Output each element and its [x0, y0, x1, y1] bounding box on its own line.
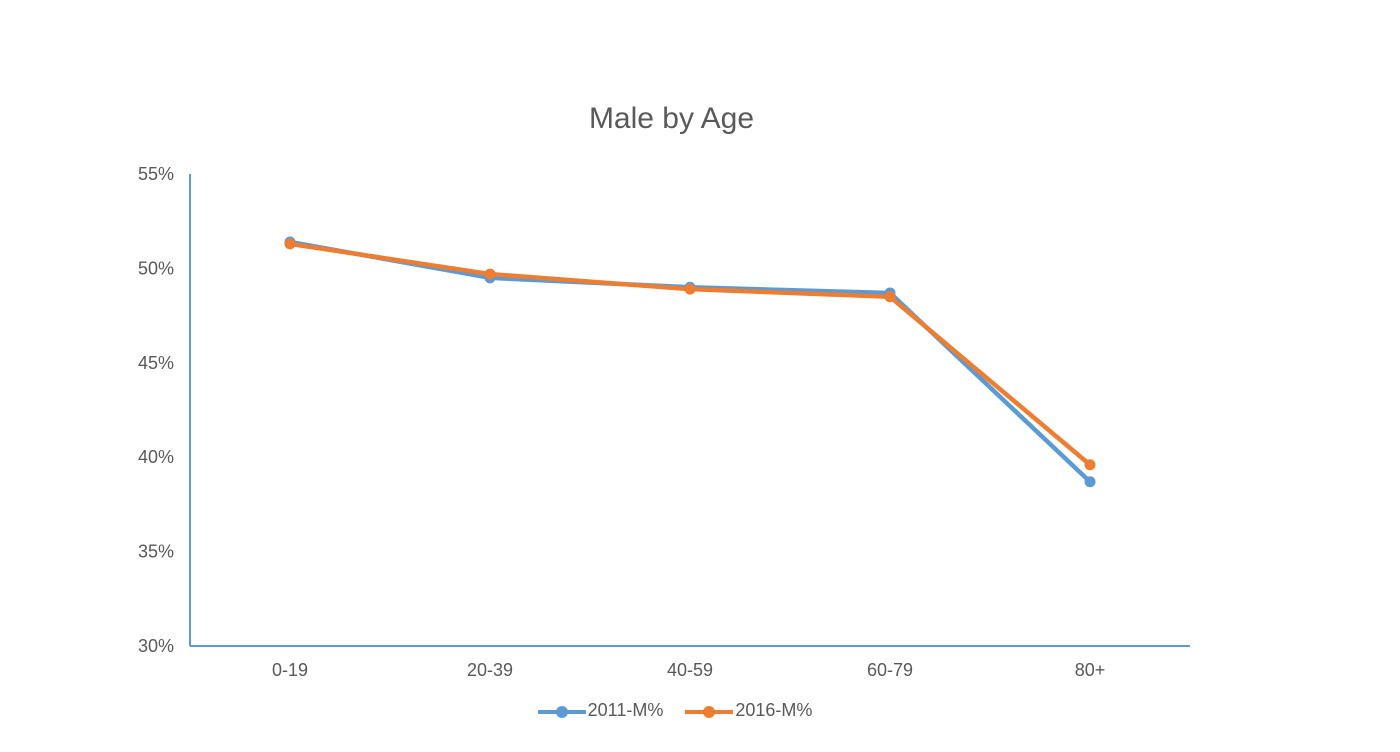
legend-item-2016: 2016-M% — [685, 700, 812, 721]
y-tick-label: 55% — [138, 164, 174, 184]
data-point — [1084, 476, 1096, 488]
x-tick-label: 20-39 — [467, 660, 513, 680]
y-tick-label: 30% — [138, 636, 174, 656]
y-tick-label: 50% — [138, 258, 174, 278]
x-tick-label: 80+ — [1075, 660, 1106, 680]
legend-label-2016: 2016-M% — [735, 700, 813, 720]
data-point — [284, 238, 296, 250]
data-point — [684, 283, 696, 295]
data-point — [884, 291, 896, 303]
data-point — [484, 268, 496, 280]
x-tick-label: 60-79 — [867, 660, 913, 680]
series-line-1 — [289, 241, 1092, 467]
y-tick-label: 45% — [138, 353, 174, 373]
chart-title: Male by Age — [588, 102, 755, 135]
data-point — [1084, 459, 1096, 471]
y-tick-label: 40% — [138, 447, 174, 467]
legend-swatch-2016 — [685, 702, 734, 720]
legend-label-2011: 2011-M% — [587, 700, 664, 720]
y-tick-label: 35% — [138, 542, 174, 562]
x-tick-label: 40-59 — [667, 660, 713, 680]
x-tick-label: 0-19 — [272, 660, 308, 680]
legend: 2011-M% 2016-M% — [0, 700, 1350, 721]
legend-swatch-2011 — [537, 702, 586, 720]
legend-item-2011: 2011-M% — [537, 700, 664, 721]
